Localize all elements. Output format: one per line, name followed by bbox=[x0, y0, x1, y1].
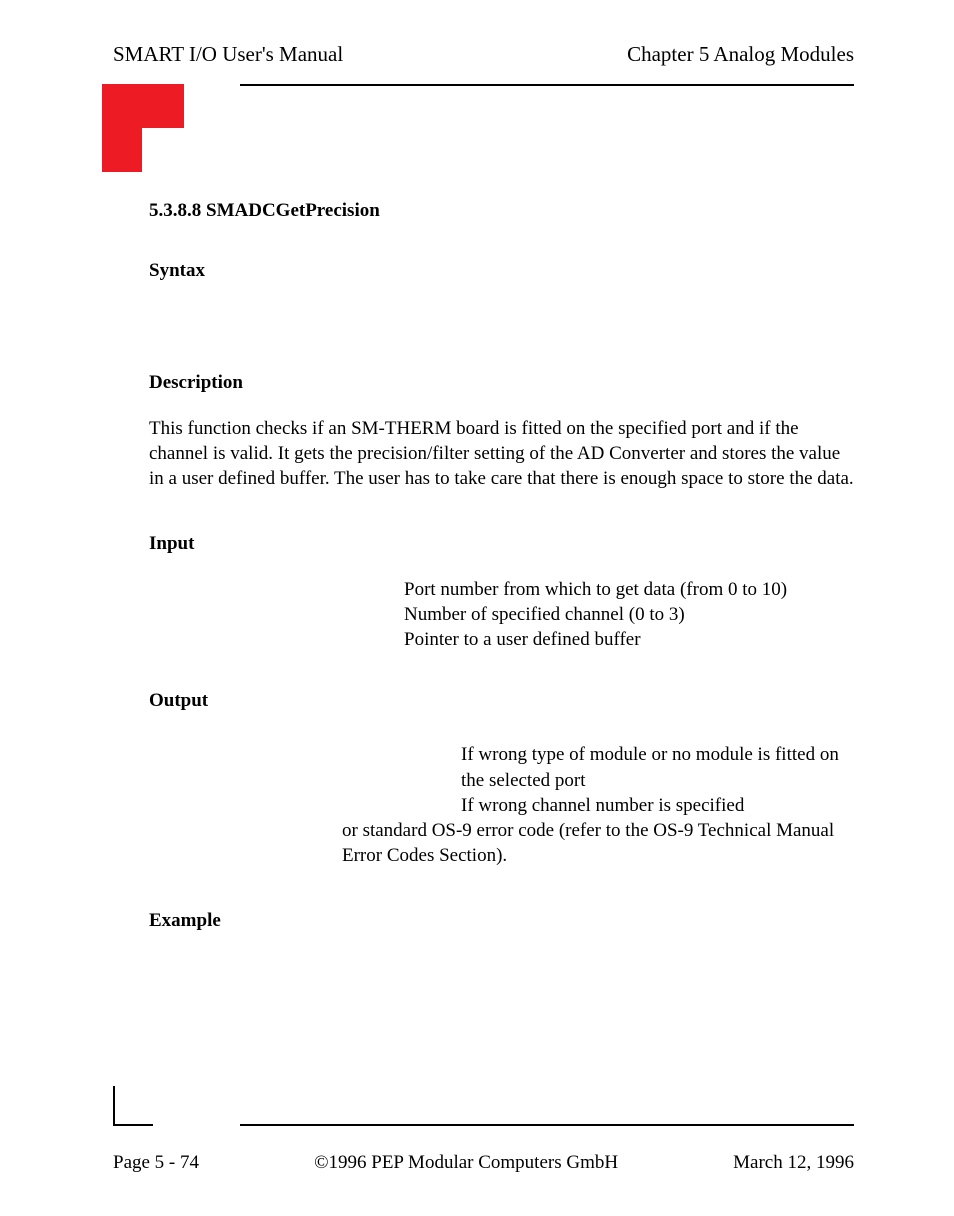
output-heading: Output bbox=[149, 690, 854, 712]
section-heading: 5.3.8.8 SMADCGetPrecision bbox=[149, 200, 854, 222]
syntax-heading: Syntax bbox=[149, 260, 854, 282]
page-footer: Page 5 - 74 ©1996 PEP Modular Computers … bbox=[0, 1152, 954, 1174]
output-line: If wrong type of module or no module is … bbox=[461, 742, 854, 792]
footer-corner-mark-icon bbox=[113, 1086, 153, 1126]
syntax-section: Syntax bbox=[149, 260, 854, 282]
example-section: Example bbox=[149, 910, 854, 932]
description-heading: Description bbox=[149, 372, 854, 394]
page-header: SMART I/O User's Manual Chapter 5 Analog… bbox=[0, 0, 954, 67]
footer-page-number: Page 5 - 74 bbox=[113, 1152, 199, 1174]
page-content: 5.3.8.8 SMADCGetPrecision Syntax Descrip… bbox=[149, 200, 854, 954]
input-line: Port number from which to get data (from… bbox=[404, 577, 854, 602]
footer-rule bbox=[240, 1124, 854, 1126]
footer-copyright: ©1996 PEP Modular Computers GmbH bbox=[199, 1152, 733, 1174]
input-line: Pointer to a user defined buffer bbox=[404, 627, 854, 652]
header-manual-title: SMART I/O User's Manual bbox=[113, 42, 343, 67]
output-lines: If wrong type of module or no module is … bbox=[149, 742, 854, 867]
output-section: Output If wrong type of module or no mod… bbox=[149, 690, 854, 867]
header-chapter-title: Chapter 5 Analog Modules bbox=[627, 42, 854, 67]
input-section: Input Port number from which to get data… bbox=[149, 533, 854, 652]
output-line: If wrong channel number is specified bbox=[461, 793, 854, 818]
output-line: or standard OS-9 error code (refer to th… bbox=[342, 818, 854, 868]
description-section: Description This function checks if an S… bbox=[149, 372, 854, 491]
logo-top-block bbox=[102, 84, 184, 128]
footer-date: March 12, 1996 bbox=[733, 1152, 854, 1174]
example-heading: Example bbox=[149, 910, 854, 932]
input-lines: Port number from which to get data (from… bbox=[404, 577, 854, 652]
header-rule bbox=[240, 84, 854, 86]
input-line: Number of specified channel (0 to 3) bbox=[404, 602, 854, 627]
input-heading: Input bbox=[149, 533, 854, 555]
brand-logo-icon bbox=[102, 84, 184, 172]
description-text: This function checks if an SM-THERM boar… bbox=[149, 416, 854, 491]
logo-bottom-block bbox=[102, 128, 142, 172]
